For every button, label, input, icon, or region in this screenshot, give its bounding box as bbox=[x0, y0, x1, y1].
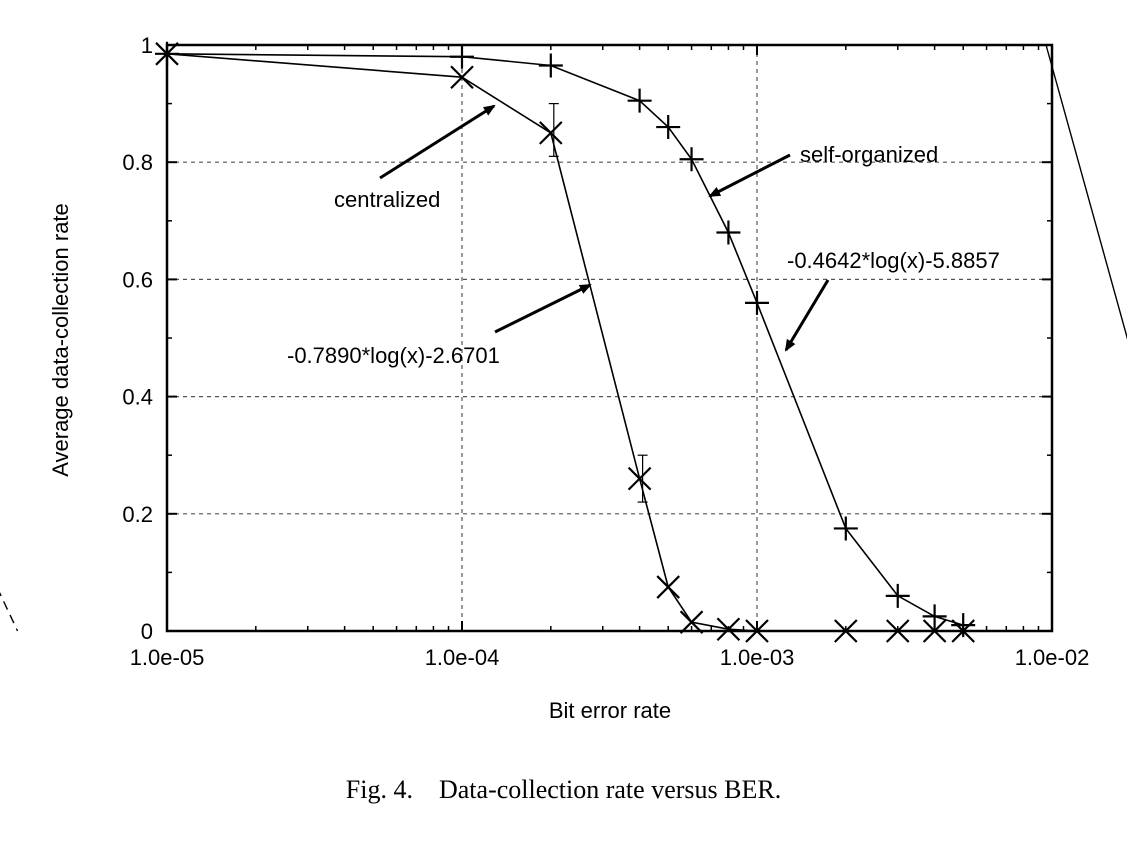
series-2 bbox=[155, 41, 976, 638]
data-point-plus-marker bbox=[716, 220, 741, 245]
annotation-fit-centralized: -0.7890*log(x)-2.6701 bbox=[287, 343, 500, 368]
axis-ticks: 0 0.2 0.4 0.6 0.8 1 1.0e-05 1.0e-04 1.0e-03 1.0e-… bbox=[122, 33, 1089, 670]
data-point-x-marker bbox=[627, 466, 652, 491]
y-tick-label: 0.2 bbox=[122, 502, 153, 527]
data-point-plus-marker bbox=[951, 613, 976, 638]
data-point-x-marker bbox=[539, 121, 563, 145]
x-tick-label: 1.0e-02 bbox=[1015, 645, 1090, 670]
figure-caption: Fig. 4. Data-collection rate versus BER. bbox=[0, 775, 1127, 805]
data-point-plus-marker bbox=[885, 583, 910, 608]
fit-lines bbox=[0, 44, 1127, 632]
x-axis-title: Bit error rate bbox=[549, 698, 671, 723]
data-point-plus-marker bbox=[745, 290, 769, 315]
data-point-x-marker bbox=[656, 575, 680, 599]
annotations: centralized self-organized -0.7890*log(x… bbox=[287, 104, 1000, 368]
annotation-fit-self-organized: -0.4642*log(x)-5.8857 bbox=[787, 248, 1000, 273]
grid bbox=[167, 45, 1052, 631]
y-tick-label: 0.8 bbox=[122, 150, 153, 175]
data-series bbox=[155, 41, 976, 643]
figure-caption-text: Data-collection rate versus BER. bbox=[438, 775, 782, 804]
series-line bbox=[166, 53, 964, 626]
fit-line-2 bbox=[0, 592, 19, 632]
data-point-plus-marker bbox=[922, 604, 947, 629]
series-1 bbox=[155, 42, 975, 643]
x-tick-label: 1.0e-04 bbox=[425, 645, 500, 670]
arrow-self-organized bbox=[708, 153, 791, 198]
y-tick-label: 0.6 bbox=[122, 267, 153, 292]
arrow-fit-self-organized bbox=[784, 279, 830, 352]
data-point-plus-marker bbox=[679, 147, 704, 172]
y-tick-label: 0 bbox=[141, 619, 153, 644]
x-tick-label: 1.0e-05 bbox=[130, 645, 205, 670]
x-tick-label: 1.0e-03 bbox=[720, 645, 795, 670]
plot-frame bbox=[165, 43, 1054, 633]
annotation-centralized: centralized bbox=[334, 187, 440, 212]
fit-line-1 bbox=[1045, 44, 1127, 340]
arrow-centralized bbox=[379, 104, 496, 180]
data-point-x-marker bbox=[450, 65, 474, 90]
data-point-plus-marker bbox=[833, 516, 858, 541]
data-point-plus-marker bbox=[656, 115, 681, 140]
y-axis-title: Average data-collection rate bbox=[48, 203, 73, 477]
figure-label: Fig. 4. bbox=[345, 775, 413, 804]
data-point-plus-marker bbox=[627, 88, 652, 113]
data-point-plus-marker bbox=[538, 53, 563, 78]
arrow-fit-centralized bbox=[494, 283, 592, 334]
y-tick-label: 0.4 bbox=[122, 385, 153, 410]
y-tick-label: 1 bbox=[141, 33, 153, 58]
annotation-self-organized: self-organized bbox=[800, 142, 938, 167]
data-point-x-marker bbox=[679, 610, 704, 634]
